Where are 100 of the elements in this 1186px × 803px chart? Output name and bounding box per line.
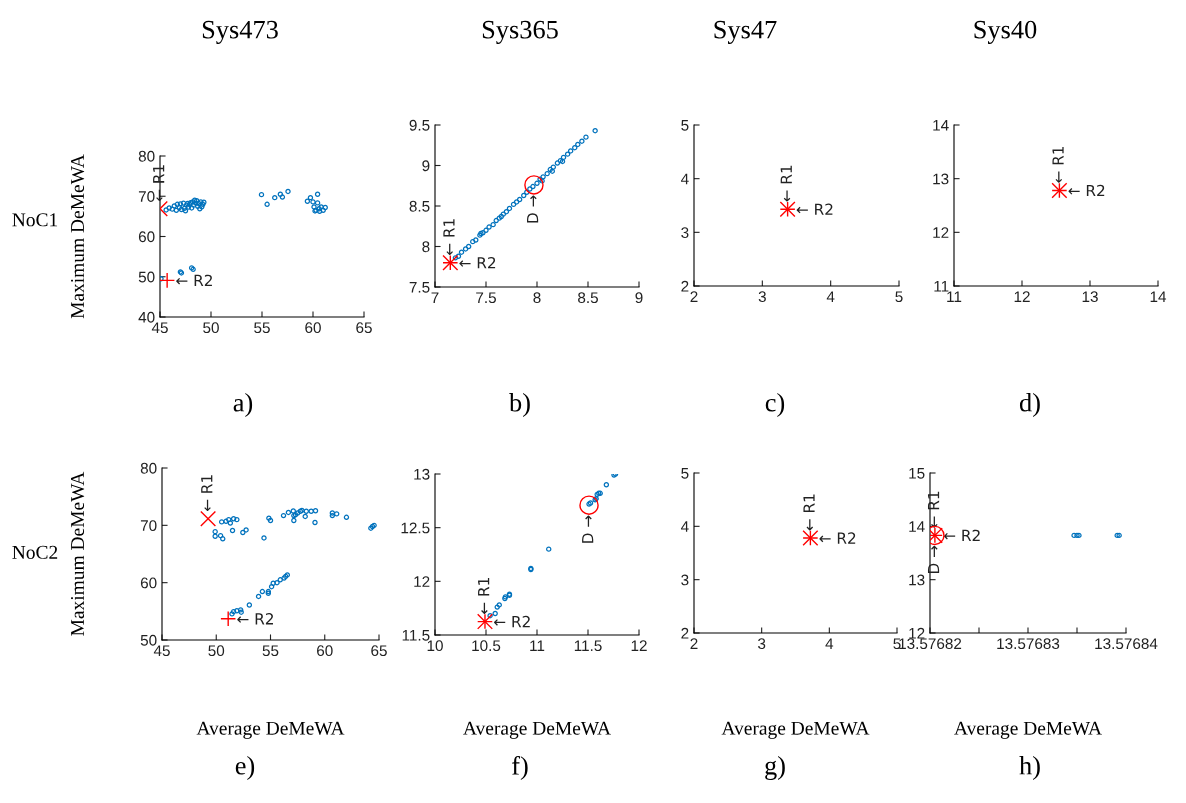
x-tick-label: 13.57682 (899, 638, 962, 650)
x-axis-title: Average DeMeWA (954, 721, 1102, 739)
x-tick-label: 55 (262, 645, 279, 657)
y-axis-title: Maximum DeMeWA (70, 471, 85, 636)
chart-title: Sys40 (974, 20, 1037, 44)
series-label: ← R2 (237, 613, 273, 625)
text: f) (512, 755, 528, 781)
y-tick-label: 13 (909, 574, 925, 586)
y-tick-label: 60 (138, 231, 155, 243)
x-tick-label: 13.57684 (1095, 638, 1158, 650)
x-tick-label: 12 (631, 640, 647, 651)
x-tick-label: 65 (356, 322, 372, 334)
x-tick-label: 7 (431, 292, 439, 303)
x-tick-label: 4 (825, 638, 834, 649)
x-tick-label: 13 (1082, 291, 1098, 303)
y-tick-label: 14 (909, 521, 925, 532)
y-tick-label: 80 (138, 150, 155, 162)
y-axis-title: Maximum DeMeWA (70, 154, 85, 319)
text: ← R1 (443, 219, 455, 256)
series-label: ← R2 (796, 203, 833, 215)
y-tick-label: 40 (138, 311, 155, 323)
x-tick-label: 11 (947, 291, 962, 302)
y-tick-label: 2 (681, 627, 689, 639)
y-tick-label: 12 (933, 227, 949, 238)
text: ← R1 (780, 165, 792, 202)
y-tick-label: 14 (933, 120, 949, 131)
y-tick-label: 3 (681, 574, 689, 586)
text: NoC1 (12, 213, 58, 227)
y-tick-label: 70 (138, 191, 155, 202)
x-tick-label: 11.5 (574, 640, 602, 652)
x-tick-label: 14 (1150, 291, 1167, 302)
y-tick-label: 8 (422, 241, 430, 253)
chart-title: Sys473 (202, 20, 278, 44)
y-tick-label: 15 (909, 468, 925, 479)
y-tick-label: 80 (140, 462, 157, 474)
y-tick-label: 8.5 (409, 200, 430, 212)
text: d) (1019, 393, 1040, 417)
x-tick-label: 55 (254, 322, 270, 334)
y-tick-label: 13 (414, 468, 430, 480)
text: a) (233, 393, 253, 417)
text: ← R1 (478, 578, 490, 614)
x-tick-label: 3 (758, 291, 766, 303)
x-tick-label: 12 (1014, 291, 1030, 302)
y-tick-label: 13 (933, 173, 949, 185)
x-tick-label: 10 (427, 640, 443, 652)
y-tick-label: 5 (681, 468, 689, 479)
text: NoC2 (12, 545, 58, 559)
text: h) (1019, 756, 1040, 780)
text: ← R1 (201, 475, 213, 512)
text: g) (765, 756, 785, 780)
x-tick-label: 50 (203, 322, 219, 334)
y-tick-label: 12 (909, 627, 925, 639)
y-tick-label: 4 (680, 521, 689, 532)
series-label: ← R2 (819, 532, 856, 544)
series-label: ← R2 (459, 256, 496, 269)
x-tick-label: 5 (893, 638, 901, 650)
series-label: ← R2 (1068, 184, 1105, 197)
x-axis-title: Average DeMeWA (463, 721, 611, 739)
x-tick-label: 13.57683 (997, 638, 1060, 650)
series-label: ← R2 (176, 274, 212, 286)
x-tick-label: 60 (305, 322, 321, 334)
x-tick-label: 4 (826, 291, 835, 302)
y-tick-label: 70 (140, 520, 157, 532)
x-tick-label: 45 (153, 645, 170, 657)
text: D → (927, 545, 940, 574)
series-label: ← R2 (494, 615, 530, 628)
x-tick-label: 10.5 (472, 640, 501, 652)
text: ← R1 (1052, 146, 1064, 183)
text: D → (582, 515, 594, 543)
y-tick-label: 50 (138, 271, 155, 283)
y-tick-label: 4 (680, 173, 689, 185)
x-axis-title: Average DeMeWA (196, 721, 345, 739)
x-axis-title: Average DeMeWA (721, 721, 870, 739)
text: e) (235, 756, 255, 780)
series-label: ← R2 (943, 529, 980, 541)
y-tick-label: 5 (681, 120, 689, 131)
x-tick-label: 45 (151, 322, 168, 334)
y-tick-label: 9 (422, 160, 430, 172)
x-tick-label: 65 (371, 645, 387, 657)
x-tick-label: 9 (635, 292, 643, 304)
y-tick-label: 2 (681, 280, 689, 292)
y-tick-label: 7.5 (409, 282, 430, 293)
y-tick-label: 3 (681, 227, 689, 239)
x-tick-label: 11 (530, 640, 545, 651)
x-tick-label: 7.5 (476, 292, 496, 304)
text: D → (527, 195, 539, 223)
x-tick-label: 3 (758, 638, 766, 650)
x-tick-label: 2 (690, 291, 698, 302)
y-tick-label: 12 (414, 576, 430, 587)
text: ← R1 (803, 494, 815, 531)
x-tick-label: 5 (895, 291, 903, 303)
y-tick-label: 11.5 (402, 630, 430, 641)
x-tick-label: 8.5 (578, 292, 598, 304)
y-tick-label: 12.5 (401, 522, 430, 534)
y-tick-label: 60 (140, 577, 157, 589)
x-tick-label: 8 (533, 292, 541, 304)
text: c) (765, 393, 785, 417)
x-tick-label: 2 (690, 638, 698, 649)
y-tick-label: 9.5 (409, 119, 430, 131)
text: b) (509, 393, 530, 417)
